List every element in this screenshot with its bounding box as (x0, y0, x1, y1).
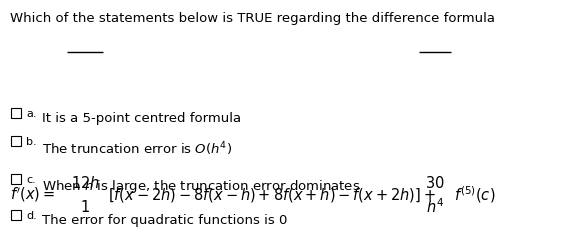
Text: The error for quadratic functions is 0: The error for quadratic functions is 0 (42, 214, 287, 227)
Text: $12h$: $12h$ (70, 175, 100, 191)
Text: c.: c. (26, 175, 35, 185)
Bar (11, 136, 21, 146)
Text: When $h$ is large, the truncation error dominates: When $h$ is large, the truncation error … (42, 178, 360, 195)
Text: a.: a. (26, 109, 37, 119)
Bar (11, 210, 21, 220)
Bar (11, 174, 21, 184)
Text: b.: b. (26, 137, 37, 147)
Text: $h^4$: $h^4$ (426, 198, 444, 216)
Bar (11, 108, 21, 118)
Text: The truncation error is $O(h^4)$: The truncation error is $O(h^4)$ (42, 140, 232, 158)
Text: d.: d. (26, 211, 37, 221)
Text: $f^{(5)}(c)$: $f^{(5)}(c)$ (454, 185, 495, 205)
Text: $1$: $1$ (80, 199, 90, 215)
Text: $30$: $30$ (425, 175, 445, 191)
Text: It is a 5-point centred formula: It is a 5-point centred formula (42, 112, 241, 125)
Text: $[f(x-2h) - 8f(x-h) + 8f(x+h) - f(x+2h)] +$: $[f(x-2h) - 8f(x-h) + 8f(x+h) - f(x+2h)]… (108, 186, 436, 204)
Text: $f'(x) =$: $f'(x) =$ (10, 186, 55, 204)
Text: Which of the statements below is TRUE regarding the difference formula: Which of the statements below is TRUE re… (10, 12, 495, 25)
